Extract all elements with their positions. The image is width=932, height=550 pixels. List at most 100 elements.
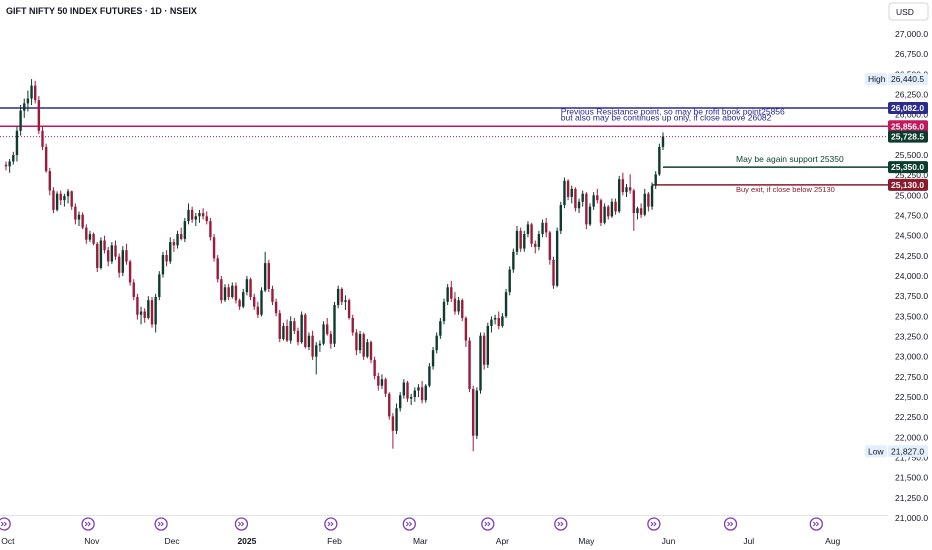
price-badge-label: 26,082.0 (891, 103, 924, 113)
x-tick-label: Aug (825, 536, 840, 546)
candle-body (391, 416, 395, 431)
candle-body (249, 279, 252, 297)
candle-body (37, 100, 41, 131)
candle-body (176, 234, 179, 246)
axis-badge-value-bg (888, 445, 928, 458)
candle-body (628, 187, 632, 191)
candle-body (77, 214, 81, 220)
candle-body (212, 237, 216, 259)
candle-body (311, 335, 314, 357)
candle-body (493, 317, 497, 320)
candle-body (577, 201, 581, 209)
x-tick-label: 2025 (237, 536, 256, 546)
time-axis[interactable]: Oct Nov Dec 2025 Feb Mar Apr May Jun Jul Aug (1, 536, 840, 546)
candle-body (307, 335, 311, 347)
candle-body (139, 311, 143, 315)
event-marker-icon[interactable] (324, 517, 338, 531)
y-tick-label: 23,250.0 (895, 332, 928, 342)
candle-body (395, 408, 398, 431)
y-tick-label: 26,000.0 (895, 110, 928, 120)
event-marker-arrows (727, 521, 734, 527)
candle-body (541, 222, 544, 235)
event-marker-icon[interactable] (154, 517, 168, 531)
candle-body (147, 300, 150, 318)
event-marker-icon[interactable] (723, 517, 738, 531)
axis-badge-high (865, 73, 887, 86)
candle-body (158, 274, 161, 297)
candle-body (417, 387, 420, 391)
candle-body (530, 224, 533, 244)
y-tick-label: 21,500.0 (895, 473, 928, 483)
event-marker-icon[interactable] (809, 517, 823, 531)
event-marker-arrows (327, 521, 334, 527)
candle-body (253, 296, 256, 307)
candle-body (274, 301, 278, 314)
chart-title: GIFT NIFTY 50 INDEX FUTURES · 1D · NSEIX (6, 6, 197, 16)
candle-body (85, 227, 88, 240)
currency-button[interactable]: USD (888, 2, 929, 21)
candle-body (453, 298, 457, 312)
candle-body (110, 245, 114, 262)
candle-body (66, 191, 70, 197)
event-marker-icon[interactable] (0, 517, 11, 531)
price-axis[interactable]: 27,000.026,750.026,500.026,250.026,000.0… (895, 29, 928, 523)
candle-body (128, 261, 132, 283)
x-tick-label: Feb (327, 536, 342, 546)
candle-body (34, 85, 37, 101)
candle-body (639, 208, 643, 215)
candle-body (596, 195, 599, 201)
candle-body (559, 205, 562, 231)
candle-body (647, 193, 650, 207)
candle-body (333, 305, 336, 344)
annotation-text: Buy exit, if close below 25130 (736, 185, 835, 194)
candle-body (12, 155, 15, 162)
candle-body (643, 193, 646, 215)
y-tick-label: 23,500.0 (895, 311, 928, 321)
candle-body (103, 240, 106, 251)
candle-body (482, 335, 486, 365)
candle-body (654, 174, 657, 186)
candle-body (19, 110, 22, 131)
event-marker-icon[interactable] (481, 517, 495, 531)
y-tick-label: 22,000.0 (895, 432, 928, 442)
candle-body (15, 130, 19, 155)
axis-badge-low (865, 445, 887, 458)
event-marker-icon[interactable] (554, 517, 568, 531)
candle-body (198, 213, 201, 217)
candle-body (263, 263, 267, 291)
candle-body (282, 326, 285, 339)
candle-body (431, 350, 435, 367)
candle-body (26, 98, 30, 104)
candle-body (658, 146, 661, 175)
event-marker-arrows (238, 521, 245, 527)
candle-body (8, 161, 11, 167)
x-tick-label: Jun (662, 536, 676, 546)
candle-body (242, 292, 245, 307)
candle-body (508, 269, 511, 293)
candle-body (326, 324, 329, 335)
candle-body (293, 321, 296, 331)
candle-body (88, 234, 92, 240)
candle-body (169, 242, 172, 262)
candle-body (172, 242, 176, 246)
y-tick-label: 22,500.0 (895, 392, 928, 402)
y-tick-label: 21,000.0 (895, 513, 928, 523)
candle-body (384, 379, 387, 394)
event-marker-icon[interactable] (234, 517, 249, 531)
current-price-label: 25,728.5 (891, 132, 924, 142)
candle-body (555, 230, 559, 286)
candle-body (296, 330, 300, 343)
event-marker-icon[interactable] (647, 517, 661, 531)
candle-body (588, 206, 592, 225)
event-marker-arrows (0, 521, 7, 527)
y-tick-label: 24,500.0 (895, 231, 928, 241)
x-tick-label: Jul (743, 536, 754, 546)
event-marker-icon[interactable] (81, 517, 95, 531)
candle-body (48, 171, 51, 191)
candle-body (399, 395, 402, 409)
event-marker-icon[interactable] (402, 517, 416, 531)
candle-body (4, 164, 8, 167)
markers-layer (0, 517, 823, 531)
y-tick-label: 23,000.0 (895, 352, 928, 362)
